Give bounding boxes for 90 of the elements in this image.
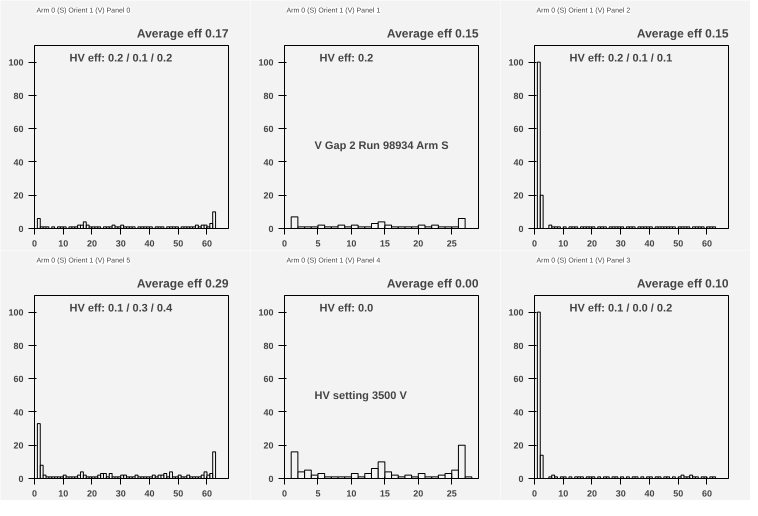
annotation: HV setting 3500 V: [314, 390, 408, 402]
x-tick-label: 60: [702, 238, 712, 248]
y-tick-label: 20: [513, 440, 524, 451]
chart-subtitle: Average eff 0.00: [386, 276, 479, 290]
y-tick-label: 100: [8, 58, 24, 68]
y-tick-label: 80: [513, 340, 524, 351]
annotation: V Gap 2 Run 98934 Arm S: [314, 140, 449, 152]
x-tick-label: 50: [673, 488, 684, 498]
x-tick-label: 20: [586, 238, 597, 248]
x-tick-label: 30: [616, 488, 626, 498]
annotation: HV eff: 0.2 / 0.1 / 0.1: [570, 52, 672, 64]
x-tick-label: 30: [116, 238, 126, 248]
x-tick-label: 0: [32, 238, 38, 248]
y-tick-label: 100: [8, 308, 24, 318]
y-tick-label: 100: [508, 58, 524, 68]
y-tick-label: 60: [263, 124, 274, 134]
y-tick-label: 80: [263, 90, 274, 101]
chart-subtitle: Average eff 0.10: [636, 276, 729, 290]
x-tick-label: 60: [202, 238, 212, 248]
x-tick-label: 50: [673, 238, 684, 248]
x-tick-label: 10: [346, 488, 356, 498]
y-tick-label: 100: [258, 58, 274, 68]
x-tick-label: 30: [116, 488, 126, 498]
x-tick-label: 40: [144, 238, 154, 248]
x-tick-label: 25: [446, 238, 457, 248]
y-tick-label: 0: [18, 224, 24, 234]
x-tick-label: 5: [315, 238, 320, 248]
y-tick-label: 20: [513, 190, 524, 201]
x-tick-label: 10: [558, 488, 568, 498]
x-tick-label: 20: [413, 238, 424, 248]
y-tick-label: 80: [263, 340, 274, 351]
chart-subtitle: Average eff 0.15: [636, 26, 729, 40]
x-tick-label: 0: [532, 488, 538, 498]
x-tick-label: 50: [173, 488, 184, 498]
y-tick-label: 60: [263, 374, 274, 384]
x-tick-label: 0: [282, 488, 288, 498]
chart-subtitle: Average eff 0.15: [386, 26, 479, 40]
y-tick-label: 0: [18, 474, 24, 484]
x-tick-label: 20: [86, 238, 97, 248]
y-tick-label: 60: [13, 124, 24, 134]
y-tick-label: 60: [513, 124, 524, 134]
y-tick-label: 40: [13, 407, 24, 418]
y-tick-label: 20: [263, 440, 274, 451]
x-tick-label: 5: [315, 488, 320, 498]
annotation: HV eff: 0.2: [320, 52, 374, 64]
y-tick-label: 80: [513, 90, 524, 101]
x-tick-label: 0: [532, 238, 538, 248]
x-tick-label: 20: [413, 488, 424, 498]
y-tick-label: 80: [13, 90, 24, 101]
x-tick-label: 10: [558, 238, 568, 248]
y-tick-label: 40: [513, 407, 524, 418]
annotation: HV eff: 0.1 / 0.0 / 0.2: [570, 302, 672, 314]
x-tick-label: 50: [173, 238, 184, 248]
chart-subtitle: Average eff 0.17: [136, 26, 229, 40]
y-tick-label: 0: [268, 224, 274, 234]
x-tick-label: 40: [144, 488, 154, 498]
x-tick-label: 15: [380, 238, 390, 248]
x-tick-label: 40: [644, 488, 654, 498]
y-tick-label: 20: [13, 190, 24, 201]
y-tick-label: 60: [513, 374, 524, 384]
x-tick-label: 60: [702, 488, 712, 498]
y-tick-label: 80: [13, 340, 24, 351]
y-tick-label: 40: [13, 157, 24, 168]
y-tick-label: 60: [13, 374, 24, 384]
y-tick-label: 0: [518, 474, 524, 484]
x-tick-label: 0: [32, 488, 38, 498]
annotation: HV eff: 0.1 / 0.3 / 0.4: [70, 302, 174, 314]
y-tick-label: 40: [263, 157, 274, 168]
x-tick-label: 20: [586, 488, 597, 498]
x-tick-label: 10: [58, 488, 68, 498]
x-tick-label: 10: [346, 238, 356, 248]
y-tick-label: 20: [13, 440, 24, 451]
x-tick-label: 40: [644, 238, 654, 248]
annotation: HV eff: 0.2 / 0.1 / 0.2: [70, 52, 172, 64]
x-tick-label: 20: [86, 488, 97, 498]
y-tick-label: 100: [258, 308, 274, 318]
chart-subtitle: Average eff 0.29: [136, 276, 229, 290]
x-tick-label: 0: [282, 238, 288, 248]
x-tick-label: 10: [58, 238, 68, 248]
x-tick-label: 15: [380, 488, 390, 498]
y-tick-label: 40: [513, 157, 524, 168]
x-tick-label: 30: [616, 238, 626, 248]
annotation: HV eff: 0.0: [320, 302, 374, 314]
y-tick-label: 20: [263, 190, 274, 201]
x-tick-label: 60: [202, 488, 212, 498]
y-tick-label: 0: [518, 224, 524, 234]
y-tick-label: 40: [263, 407, 274, 418]
x-tick-label: 25: [446, 488, 457, 498]
y-tick-label: 0: [268, 474, 274, 484]
y-tick-label: 100: [508, 308, 524, 318]
